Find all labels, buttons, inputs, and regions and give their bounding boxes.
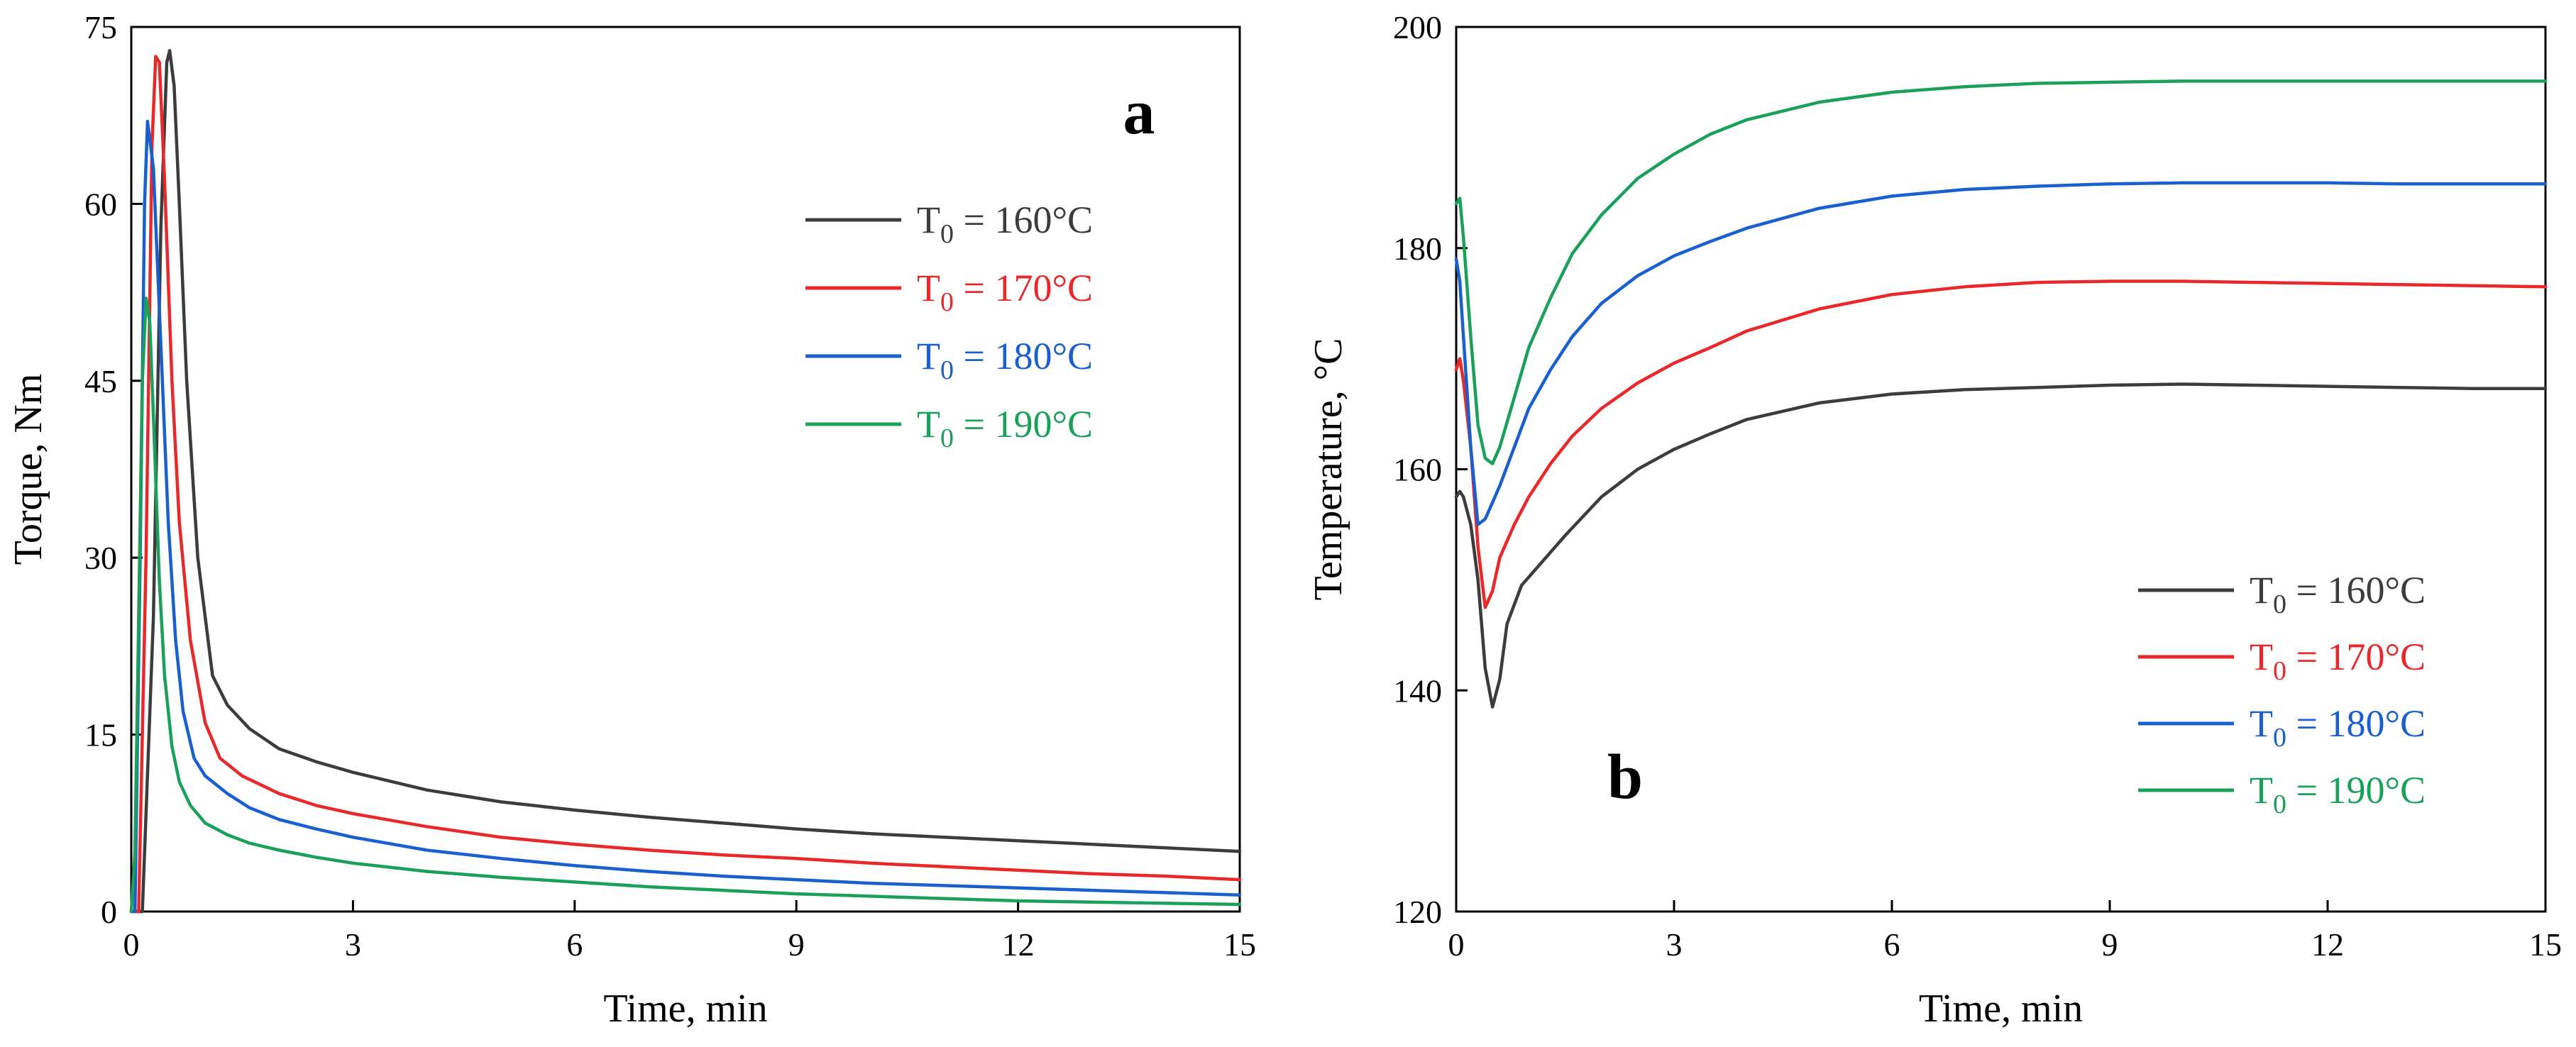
legend: T0 = 160°CT0 = 170°CT0 = 180°CT0 = 190°C <box>2138 569 2426 819</box>
series-line-170 <box>129 55 1242 914</box>
x-tick-label: 9 <box>2102 926 2118 963</box>
legend-subscript: 0 <box>2273 723 2286 753</box>
legend-value: = 170°C <box>954 267 1093 309</box>
chart-panel-b: 0 3 6 9 12 15 120 140 160 180 200 Time, min Temperat… <box>1306 9 2562 1031</box>
legend-subscript: 0 <box>2273 656 2286 686</box>
series-line-190 <box>129 297 1242 914</box>
panel-label: a <box>1123 77 1155 148</box>
y-tick-label: 140 <box>1393 672 1442 709</box>
legend-entry: T0 = 180°C <box>2250 702 2426 753</box>
legend-T: T <box>2250 636 2273 678</box>
x-tick-label: 15 <box>1223 926 1256 963</box>
x-axis-title: Time, min <box>1919 987 2083 1031</box>
y-tick-label: 60 <box>84 186 117 222</box>
legend-entry: T0 = 160°C <box>917 199 1093 249</box>
legend-subscript: 0 <box>940 423 954 453</box>
y-tick-label: 75 <box>84 9 117 45</box>
legend-value: = 190°C <box>954 403 1093 445</box>
x-tick-label: 3 <box>345 926 361 963</box>
legend-entry: T0 = 170°C <box>2250 636 2426 686</box>
legend-value: = 160°C <box>954 199 1093 241</box>
series-line-160 <box>1454 382 2548 709</box>
y-tick-label: 15 <box>84 717 117 753</box>
x-tick-label: 15 <box>2529 926 2562 963</box>
y-tick-label: 120 <box>1393 894 1442 930</box>
series-line-170 <box>1454 279 2548 609</box>
legend-value: = 160°C <box>2286 569 2426 611</box>
y-tick-label: 160 <box>1393 452 1442 488</box>
y-tick-label: 30 <box>84 540 117 576</box>
legend-entry: T0 = 170°C <box>917 267 1093 317</box>
series-line-190 <box>1454 79 2548 465</box>
legend-T: T <box>2250 769 2273 811</box>
legend-entry: T0 = 160°C <box>2250 569 2426 619</box>
legend-T: T <box>917 199 940 241</box>
legend-T: T <box>2250 569 2273 611</box>
x-axis-title: Time, min <box>603 987 767 1031</box>
legend-T: T <box>917 267 940 309</box>
legend-value: = 180°C <box>2286 702 2426 745</box>
x-tick-label: 12 <box>2311 926 2344 963</box>
series-line-180 <box>129 119 1242 914</box>
x-tick-label: 12 <box>1002 926 1035 963</box>
x-tick-label: 6 <box>566 926 583 963</box>
legend-subscript: 0 <box>2273 589 2286 619</box>
panel-label: b <box>1607 742 1643 812</box>
y-tick-label: 180 <box>1393 231 1442 267</box>
series-line-180 <box>1454 181 2548 526</box>
legend-value: = 170°C <box>2286 636 2426 678</box>
plot-frame <box>130 26 1241 913</box>
legend-T: T <box>2250 702 2273 745</box>
x-tick-label: 6 <box>1884 926 1900 963</box>
x-tick-label: 3 <box>1666 926 1683 963</box>
series-line-160 <box>129 49 1242 914</box>
legend-entry: T0 = 180°C <box>917 335 1093 385</box>
legend-subscript: 0 <box>940 219 954 249</box>
y-tick-label: 0 <box>101 894 117 930</box>
x-tick-label: 0 <box>123 926 140 963</box>
legend-T: T <box>917 403 940 445</box>
legend-value: = 180°C <box>954 335 1093 377</box>
legend-subscript: 0 <box>940 287 954 317</box>
y-axis-title: Torque, Nm <box>6 374 50 565</box>
y-tick-label: 45 <box>84 363 117 399</box>
legend-entry: T0 = 190°C <box>2250 769 2426 819</box>
legend-subscript: 0 <box>940 355 954 385</box>
y-tick-label: 200 <box>1393 9 1442 45</box>
x-tick-label: 9 <box>788 926 805 963</box>
x-tick-label: 0 <box>1448 926 1465 963</box>
legend-T: T <box>917 335 940 377</box>
legend-value: = 190°C <box>2286 769 2426 811</box>
legend: T0 = 160°CT0 = 170°CT0 = 180°CT0 = 190°C <box>805 199 1093 453</box>
legend-subscript: 0 <box>2273 790 2286 819</box>
y-axis-title: Temperature, °C <box>1306 338 1350 601</box>
legend-entry: T0 = 190°C <box>917 403 1093 453</box>
